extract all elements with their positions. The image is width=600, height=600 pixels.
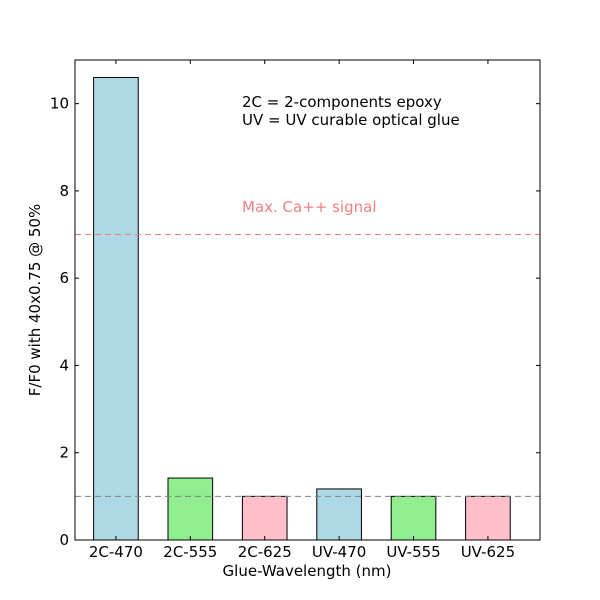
x-tick-label: 2C-470	[89, 543, 143, 561]
plot-frame	[74, 59, 541, 541]
annotation-max-signal: Max. Ca++ signal	[242, 198, 377, 216]
annotation-uv-glue: UV = UV curable optical glue	[242, 111, 460, 129]
x-tick-label: 2C-625	[238, 543, 292, 561]
y-tick-label: 10	[50, 95, 69, 113]
bar-uv-625	[465, 495, 511, 541]
y-tick-label: 0	[59, 531, 69, 549]
bars-layer	[93, 76, 511, 541]
y-tick-label: 6	[59, 269, 69, 287]
x-tick-label: UV-470	[312, 543, 366, 561]
bar-2c-555	[167, 477, 214, 541]
y-tick-label: 2	[59, 444, 69, 462]
bar-uv-555	[390, 495, 437, 541]
bar-2c-470	[93, 76, 139, 541]
x-tick-label: UV-555	[386, 543, 440, 561]
annotation-epoxy: 2C = 2-components epoxy	[242, 93, 442, 111]
bar-2c-625	[241, 495, 288, 541]
y-ticks-layer: 0 2 4 6 8 10	[50, 95, 540, 549]
x-tick-label: 2C-555	[163, 543, 217, 561]
x-axis-label: Glue-Wavelength (nm)	[223, 562, 392, 580]
y-tick-label: 4	[59, 356, 69, 374]
x-ticks-layer: 2C-470 2C-555 2C-625 UV-470 UV-555 UV-625	[89, 60, 515, 561]
reference-lines-layer	[75, 234, 540, 497]
y-tick-label: 8	[59, 182, 69, 200]
x-tick-label: UV-625	[461, 543, 515, 561]
bar-uv-470	[316, 488, 362, 541]
y-axis-label: F/F0 with 40x0.75 @ 50%	[26, 204, 44, 396]
